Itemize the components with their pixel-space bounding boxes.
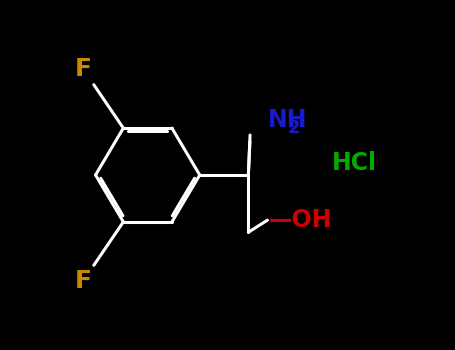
Text: NH: NH xyxy=(268,107,307,132)
Text: HCl: HCl xyxy=(332,151,377,175)
Text: F: F xyxy=(75,57,92,81)
Text: —OH: —OH xyxy=(269,208,333,232)
Text: F: F xyxy=(75,269,92,293)
Text: 2: 2 xyxy=(288,119,300,137)
